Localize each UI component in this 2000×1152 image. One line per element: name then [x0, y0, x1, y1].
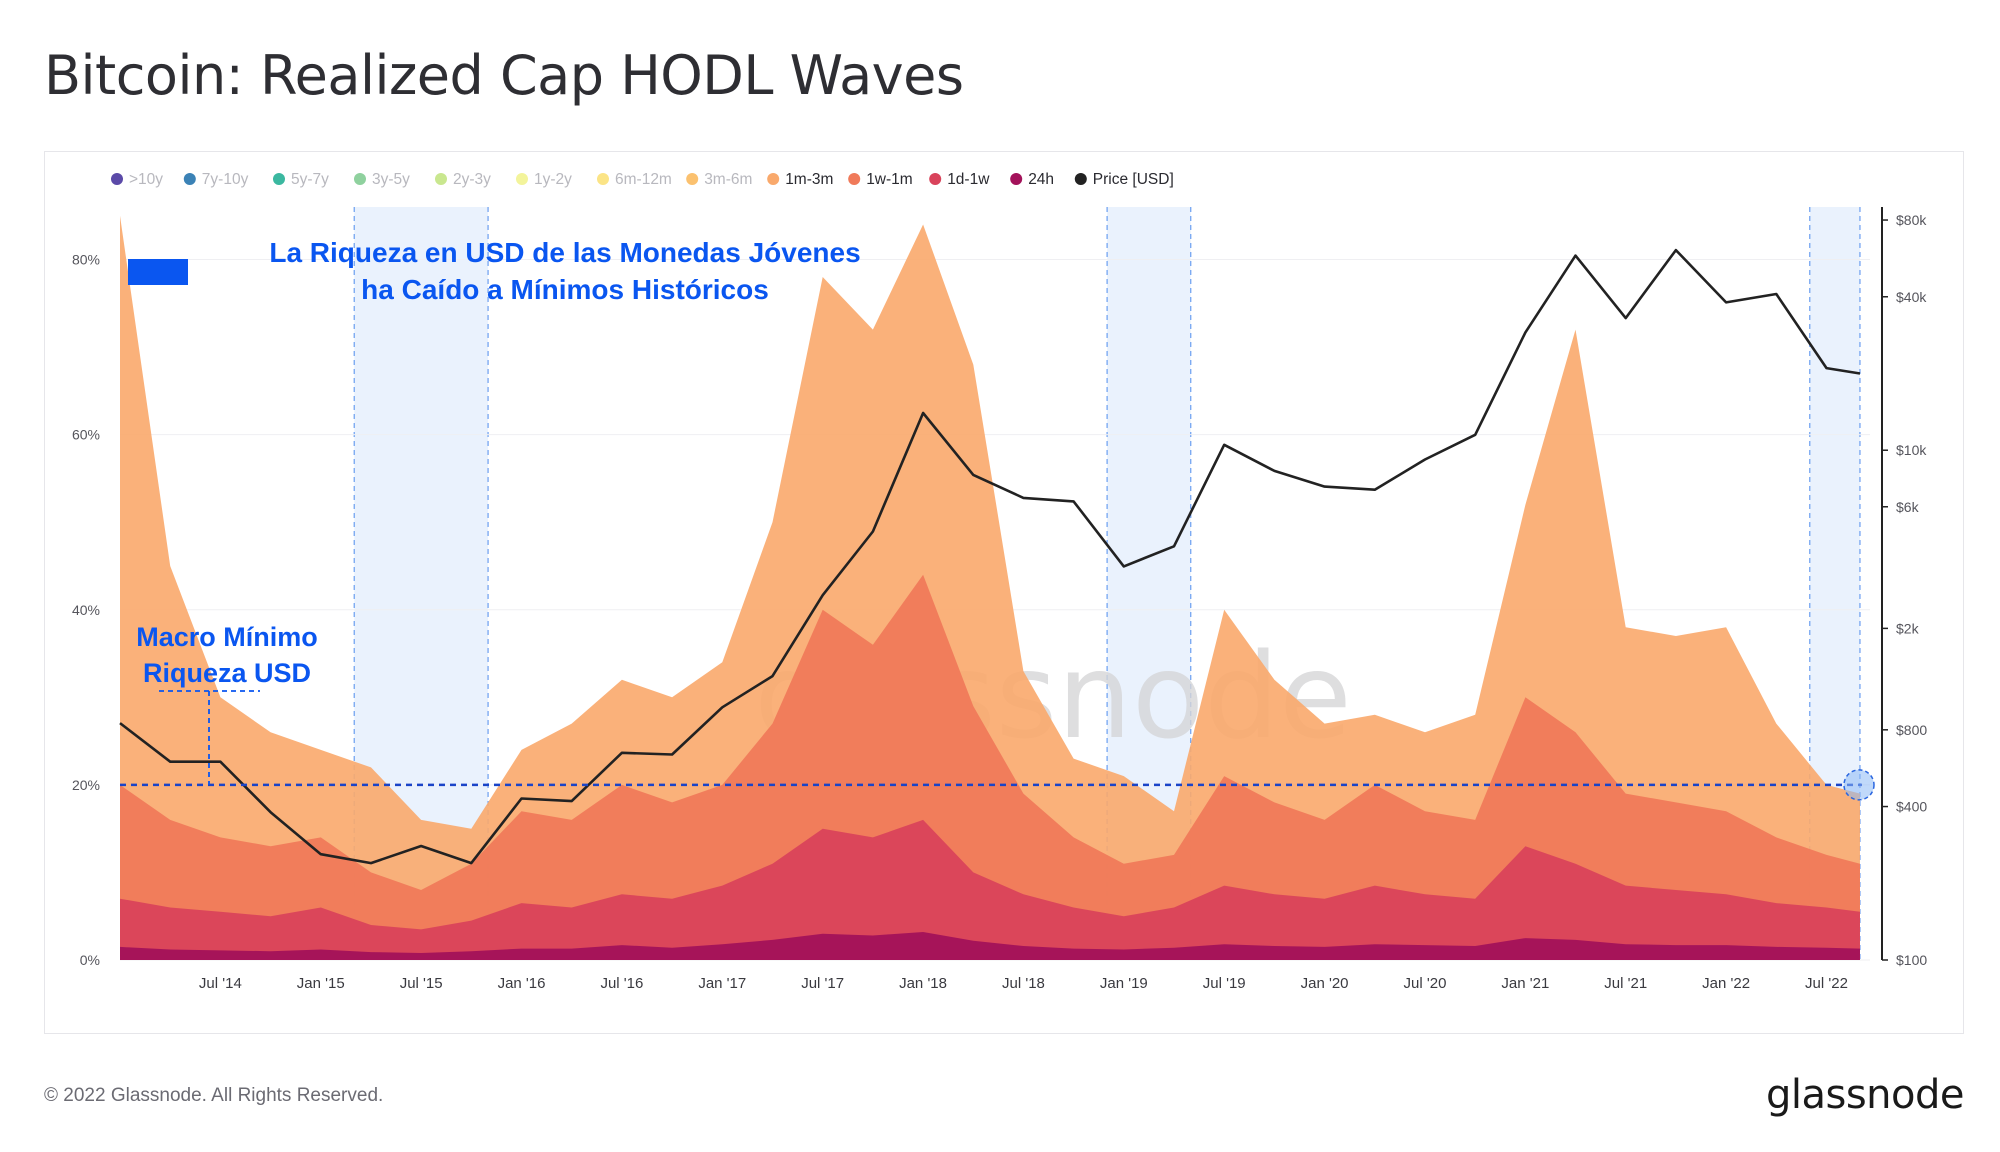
legend-label: 6m-12m [615, 171, 672, 188]
legend-swatch [183, 173, 196, 185]
x-tick-label: Jul '14 [199, 975, 242, 992]
y-right-tick-label: $100 [1896, 952, 1927, 968]
annotation-macro-line1: Macro Mínimo [136, 622, 318, 652]
axes: 0% 20% 40% 60% 80% $100 $400 $800 $2k $6k $10k $40k… [72, 207, 1927, 992]
x-tick-label: Jul '19 [1203, 975, 1246, 992]
x-tick-label: Jan '18 [899, 975, 947, 992]
legend-label: 1m-3m [785, 171, 833, 188]
price-usd-line [119, 248, 1861, 865]
legend-item: 24h [1010, 171, 1054, 188]
legend-swatch [597, 173, 609, 185]
legend-item: 1d-1w [929, 171, 990, 188]
legend-item: Price [USD] [1074, 171, 1174, 188]
legend-swatch [767, 173, 780, 185]
y-right-tick-label: $6k [1896, 499, 1920, 515]
chart-panel: glassnode 0% 20% 40% 60% 80% $100 $400 $800 $2k $… [44, 151, 1964, 1034]
legend-swatch [273, 173, 285, 185]
y-right-tick-label: $80k [1896, 212, 1927, 228]
copyright-notice: © 2022 Glassnode. All Rights Reserved. [44, 1085, 384, 1106]
x-tick-label: Jan '22 [1702, 975, 1750, 992]
legend-swatch [929, 173, 942, 185]
annotation-title-line2: ha Caído a Mínimos Históricos [361, 274, 769, 305]
x-tick-label: Jul '20 [1404, 975, 1447, 992]
legend-label: 1y-2y [534, 171, 572, 188]
legend-label: 5y-7y [291, 171, 329, 188]
y-right-tick-label: $800 [1896, 722, 1927, 738]
y-left-tick-label: 60% [72, 427, 100, 443]
area-1w-1m [120, 574, 1860, 960]
x-tick-label: Jul '21 [1604, 975, 1647, 992]
x-tick-label: Jan '19 [1100, 975, 1148, 992]
legend-label: 7y-10y [202, 171, 249, 188]
area-1m-3m [120, 215, 1860, 961]
y-right-tick-label: $2k [1896, 620, 1920, 636]
page-title: Bitcoin: Realized Cap HODL Waves [44, 44, 964, 107]
area-1d-1w [120, 819, 1860, 960]
legend-label: 24h [1028, 171, 1054, 188]
legend-label: 1d-1w [947, 171, 990, 188]
legend: >10y 7y-10y 5y-7y 3y-5y 2y-3y 1y-2y 6m-12m 3m-6… [111, 171, 1174, 188]
x-tick-label: Jan '16 [498, 975, 546, 992]
legend-item: 1y-2y [516, 171, 572, 188]
legend-item: 1m-3m [767, 171, 833, 188]
legend-swatch [686, 173, 699, 185]
legend-item: 6m-12m [597, 171, 672, 188]
y-right-tick-label: $40k [1896, 289, 1927, 305]
y-left-tick-label: 0% [80, 952, 100, 968]
x-tick-label: Jul '15 [400, 975, 443, 992]
legend-swatch [435, 173, 447, 185]
y-left-tick-label: 40% [72, 602, 100, 618]
annotation-macro-line2: Riqueza USD [143, 658, 311, 688]
legend-label: 3y-5y [372, 171, 410, 188]
legend-label: 3m-6m [704, 171, 752, 188]
x-tick-label: Jan '17 [698, 975, 746, 992]
legend-item: 7y-10y [183, 171, 249, 188]
hodl-waves-chart: glassnode 0%20%40%60%80%$100$400$800$2k$… [72, 171, 1927, 992]
legend-swatch [1010, 173, 1023, 185]
x-tick-label: Jan '15 [297, 975, 345, 992]
current-value-marker [1843, 769, 1875, 801]
legend-label: Price [USD] [1093, 171, 1174, 188]
y-left-tick-label: 20% [72, 777, 100, 793]
legend-item: 1w-1m [848, 171, 913, 188]
y-left-tick-label: 80% [72, 252, 100, 268]
x-tick-label: Jul '16 [600, 975, 643, 992]
legend-item: 2y-3y [435, 171, 491, 188]
legend-label: >10y [129, 171, 163, 188]
x-tick-label: Jul '22 [1805, 975, 1848, 992]
x-tick-label: Jan '21 [1501, 975, 1549, 992]
legend-item: 3m-6m [686, 171, 752, 188]
legend-item: 5y-7y [273, 171, 329, 188]
annotations: La Riqueza en USD de las Monedas Jóvenes… [120, 237, 1875, 801]
brand-logo: glassnode [1765, 1072, 1965, 1118]
annotation-title-line1: La Riqueza en USD de las Monedas Jóvenes [269, 237, 860, 268]
legend-swatch [354, 173, 366, 185]
price-line [119, 248, 1861, 865]
legend-item: >10y [111, 171, 163, 188]
legend-swatch [516, 173, 528, 185]
x-tick-label: Jul '17 [801, 975, 844, 992]
area-24h [120, 932, 1860, 960]
legend-item: 3y-5y [354, 171, 410, 188]
x-tick-label: Jul '18 [1002, 975, 1045, 992]
y-right-tick-label: $10k [1896, 442, 1927, 458]
legend-swatch [111, 173, 123, 185]
x-tick-label: Jan '20 [1301, 975, 1349, 992]
legend-label: 2y-3y [453, 171, 491, 188]
legend-swatch [848, 173, 861, 185]
annotation-marker [128, 259, 188, 285]
age-band-areas [120, 215, 1860, 961]
y-right-tick-label: $400 [1896, 799, 1927, 815]
legend-label: 1w-1m [866, 171, 913, 188]
legend-swatch [1074, 173, 1087, 185]
